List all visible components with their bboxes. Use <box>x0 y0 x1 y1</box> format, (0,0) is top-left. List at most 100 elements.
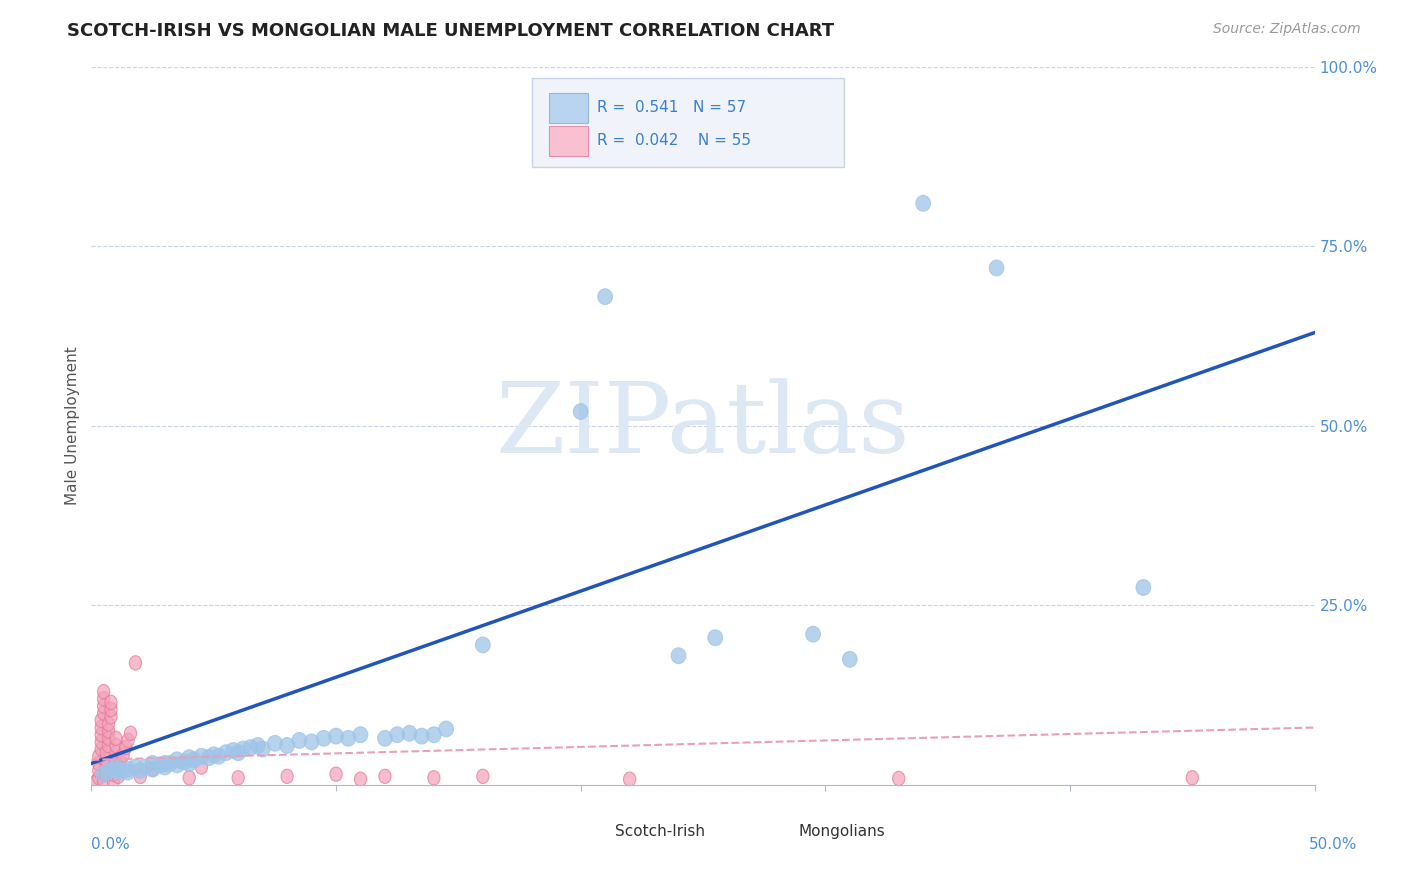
Ellipse shape <box>110 753 122 767</box>
Ellipse shape <box>1136 580 1150 595</box>
FancyBboxPatch shape <box>574 821 610 846</box>
Ellipse shape <box>330 767 342 781</box>
Ellipse shape <box>134 763 148 779</box>
Ellipse shape <box>157 756 172 772</box>
Ellipse shape <box>426 727 441 743</box>
Ellipse shape <box>170 752 184 768</box>
Ellipse shape <box>96 735 107 749</box>
Ellipse shape <box>107 774 120 789</box>
Ellipse shape <box>145 761 160 777</box>
FancyBboxPatch shape <box>756 821 793 846</box>
Ellipse shape <box>97 691 110 706</box>
Ellipse shape <box>915 195 931 211</box>
Ellipse shape <box>96 742 107 756</box>
Ellipse shape <box>96 766 111 782</box>
Ellipse shape <box>477 769 489 783</box>
Ellipse shape <box>181 750 197 765</box>
Ellipse shape <box>231 745 246 761</box>
Ellipse shape <box>304 734 319 750</box>
Ellipse shape <box>100 753 112 767</box>
Ellipse shape <box>112 769 124 783</box>
Y-axis label: Male Unemployment: Male Unemployment <box>65 347 80 505</box>
Ellipse shape <box>250 738 266 754</box>
Ellipse shape <box>93 764 105 778</box>
Ellipse shape <box>105 695 117 709</box>
Ellipse shape <box>115 762 127 776</box>
Ellipse shape <box>187 752 201 768</box>
Ellipse shape <box>146 762 159 776</box>
Ellipse shape <box>100 746 112 760</box>
Text: Scotch-Irish: Scotch-Irish <box>614 824 704 839</box>
FancyBboxPatch shape <box>548 126 588 156</box>
Ellipse shape <box>93 771 105 785</box>
Ellipse shape <box>162 756 177 772</box>
Ellipse shape <box>236 741 250 757</box>
Ellipse shape <box>598 289 613 304</box>
Ellipse shape <box>226 743 240 758</box>
Ellipse shape <box>256 741 270 757</box>
Ellipse shape <box>475 637 491 653</box>
Ellipse shape <box>402 725 416 741</box>
Ellipse shape <box>353 727 368 743</box>
Ellipse shape <box>96 714 107 728</box>
Ellipse shape <box>195 760 208 774</box>
Ellipse shape <box>267 735 283 751</box>
Ellipse shape <box>415 728 429 744</box>
Ellipse shape <box>281 769 294 783</box>
Ellipse shape <box>107 767 120 781</box>
Ellipse shape <box>97 684 110 698</box>
Ellipse shape <box>280 738 294 754</box>
Ellipse shape <box>103 717 115 731</box>
Text: R =  0.541   N = 57: R = 0.541 N = 57 <box>596 100 745 115</box>
Ellipse shape <box>194 748 209 764</box>
Ellipse shape <box>134 769 146 783</box>
FancyBboxPatch shape <box>548 93 588 123</box>
Ellipse shape <box>105 709 117 724</box>
Ellipse shape <box>316 731 332 747</box>
Ellipse shape <box>427 771 440 785</box>
Ellipse shape <box>124 726 136 740</box>
Ellipse shape <box>96 728 107 742</box>
Ellipse shape <box>120 740 132 755</box>
Text: 50.0%: 50.0% <box>1309 837 1357 852</box>
Ellipse shape <box>138 759 152 775</box>
Ellipse shape <box>93 756 105 771</box>
Ellipse shape <box>201 750 217 765</box>
Ellipse shape <box>110 739 122 753</box>
Ellipse shape <box>100 760 112 774</box>
Ellipse shape <box>145 756 160 772</box>
Ellipse shape <box>243 739 257 756</box>
Ellipse shape <box>152 757 167 772</box>
Ellipse shape <box>103 724 115 739</box>
Ellipse shape <box>108 759 124 775</box>
Ellipse shape <box>110 731 122 746</box>
Ellipse shape <box>97 698 110 714</box>
Ellipse shape <box>183 771 195 785</box>
Text: ZIPatlas: ZIPatlas <box>496 378 910 474</box>
Ellipse shape <box>128 759 143 775</box>
Ellipse shape <box>707 630 723 646</box>
Ellipse shape <box>122 733 134 747</box>
Ellipse shape <box>110 746 122 760</box>
Ellipse shape <box>340 731 356 747</box>
Ellipse shape <box>103 739 115 753</box>
Text: Source: ZipAtlas.com: Source: ZipAtlas.com <box>1213 22 1361 37</box>
Ellipse shape <box>671 648 686 664</box>
Ellipse shape <box>105 702 117 717</box>
Ellipse shape <box>93 749 105 764</box>
Text: R =  0.042    N = 55: R = 0.042 N = 55 <box>596 134 751 148</box>
Ellipse shape <box>378 769 391 783</box>
Ellipse shape <box>232 771 245 785</box>
Ellipse shape <box>181 756 197 772</box>
Ellipse shape <box>893 772 905 786</box>
Ellipse shape <box>990 260 1004 276</box>
Ellipse shape <box>292 732 307 748</box>
Ellipse shape <box>129 656 142 670</box>
Ellipse shape <box>157 759 172 775</box>
Ellipse shape <box>354 772 367 787</box>
Ellipse shape <box>1187 771 1198 785</box>
Ellipse shape <box>211 748 226 764</box>
Ellipse shape <box>121 764 135 780</box>
Ellipse shape <box>100 767 112 781</box>
FancyBboxPatch shape <box>531 78 844 168</box>
